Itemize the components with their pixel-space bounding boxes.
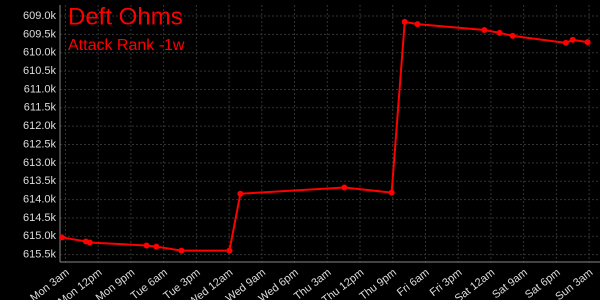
y-tick-label: 615.0k — [23, 230, 57, 242]
point — [584, 39, 591, 46]
y-tick-label: 612.5k — [23, 138, 57, 150]
point — [562, 39, 569, 46]
y-tick-label: 610.5k — [23, 65, 57, 77]
point — [143, 242, 150, 249]
y-tick-label: 609.0k — [23, 10, 57, 22]
point — [569, 36, 576, 43]
x-tick-label: Fri 6am — [395, 267, 432, 299]
line — [61, 20, 588, 252]
point — [401, 18, 408, 25]
point — [496, 29, 503, 36]
x-tick-label: Sat 9am — [490, 267, 530, 300]
point — [153, 243, 160, 250]
chart-title: Deft Ohms — [68, 3, 183, 30]
point — [481, 26, 488, 33]
y-tick-label: 609.5k — [23, 28, 57, 40]
chart-subtitle: Attack Rank -1w — [68, 37, 185, 54]
point — [388, 189, 395, 196]
point — [237, 190, 244, 197]
x-tick-label: Sun 3am — [553, 267, 595, 300]
y-tick-label: 610.0k — [23, 47, 57, 59]
y-tick-label: 611.5k — [24, 102, 57, 114]
y-tick-label: 614.0k — [23, 193, 57, 205]
point — [414, 21, 421, 28]
point — [86, 239, 93, 246]
point — [178, 247, 185, 254]
y-tick-label: 614.5k — [23, 212, 57, 224]
y-tick-label: 613.0k — [23, 157, 57, 169]
y-tick-label: 615.5k — [23, 249, 57, 261]
y-tick-label: 613.5k — [23, 175, 57, 187]
point — [226, 247, 233, 254]
x-tick-label: Thu 9pm — [357, 267, 399, 300]
y-tick-label: 611.0k — [24, 83, 57, 95]
point — [341, 184, 348, 191]
point — [58, 234, 65, 241]
y-tick-label: 612.0k — [23, 120, 57, 132]
point — [509, 32, 516, 39]
